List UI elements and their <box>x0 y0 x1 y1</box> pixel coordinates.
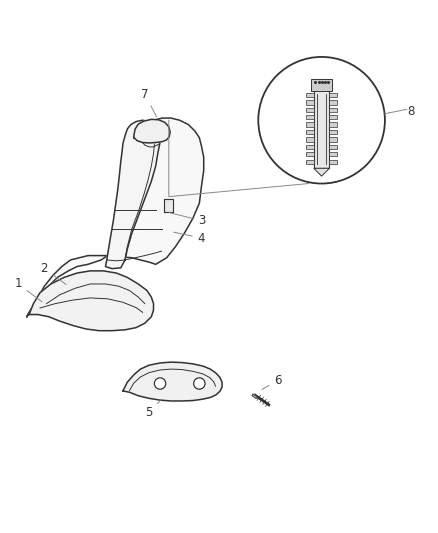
Polygon shape <box>306 108 314 112</box>
Text: 1: 1 <box>14 278 42 302</box>
Polygon shape <box>306 115 314 119</box>
Polygon shape <box>164 199 173 212</box>
Circle shape <box>258 57 385 183</box>
Polygon shape <box>329 100 337 104</box>
Polygon shape <box>306 144 314 149</box>
Polygon shape <box>329 138 337 142</box>
Polygon shape <box>329 159 337 164</box>
Polygon shape <box>329 108 337 112</box>
Polygon shape <box>306 100 314 104</box>
Text: 6: 6 <box>262 374 282 390</box>
Polygon shape <box>311 79 332 91</box>
Polygon shape <box>306 138 314 142</box>
Text: 3: 3 <box>170 213 205 227</box>
Polygon shape <box>314 83 329 168</box>
Polygon shape <box>27 118 204 317</box>
Polygon shape <box>306 130 314 134</box>
Polygon shape <box>329 152 337 157</box>
Text: 2: 2 <box>41 262 66 285</box>
Polygon shape <box>329 93 337 97</box>
Circle shape <box>154 378 166 389</box>
Circle shape <box>194 378 205 389</box>
Polygon shape <box>314 168 329 176</box>
Polygon shape <box>306 159 314 164</box>
Polygon shape <box>106 120 161 269</box>
Text: 4: 4 <box>174 232 205 245</box>
Polygon shape <box>329 115 337 119</box>
Polygon shape <box>306 152 314 157</box>
Polygon shape <box>252 394 258 399</box>
Polygon shape <box>29 271 153 330</box>
Polygon shape <box>329 130 337 134</box>
Text: 8: 8 <box>407 105 415 118</box>
Text: 5: 5 <box>145 400 160 419</box>
Polygon shape <box>306 123 314 127</box>
Polygon shape <box>329 144 337 149</box>
Polygon shape <box>306 93 314 97</box>
Polygon shape <box>123 362 222 401</box>
Text: 7: 7 <box>141 87 157 117</box>
Polygon shape <box>329 123 337 127</box>
Polygon shape <box>134 119 170 143</box>
